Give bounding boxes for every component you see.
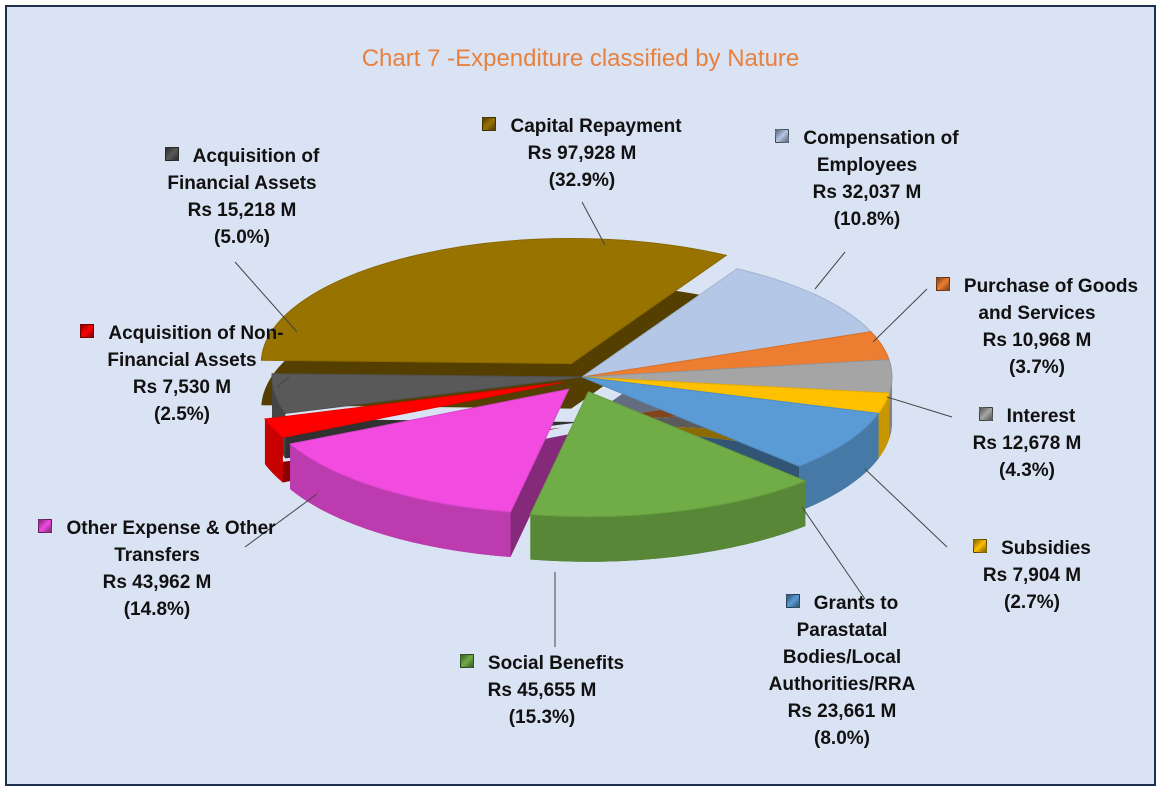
data-label: Acquisition of Financial Assets Rs 15,218…: [127, 143, 357, 251]
percentage-label: (3.7%): [1009, 357, 1065, 378]
slice-side: [264, 418, 283, 483]
percentage-label: (8.0%): [814, 728, 870, 749]
data-label: Social Benefits Rs 45,655 M (15.3%): [422, 650, 662, 731]
legend-marker: [775, 129, 790, 143]
label-name: Subsidies: [947, 535, 1117, 562]
leader-line: [244, 493, 318, 548]
percentage-label: (32.9%): [548, 170, 616, 191]
slice: [288, 388, 570, 513]
percentage-label: (2.5%): [154, 404, 210, 425]
slice: [529, 391, 807, 518]
data-label: Grants to Parastatal Bodies/Local Author…: [747, 590, 937, 752]
pie-area: [234, 201, 953, 647]
percentage-label: (10.8%): [833, 209, 901, 230]
legend-marker: [785, 594, 800, 608]
value-label: Rs 23,661 M: [787, 701, 897, 722]
category-name: Interest: [1006, 406, 1076, 427]
data-label: Acquisition of Non-Financial Assets Rs 7,…: [52, 320, 312, 428]
slice-tops: [260, 238, 893, 518]
legend-marker: [38, 519, 53, 533]
chart-title: Chart 7 -Expenditure classified by Natur…: [361, 45, 800, 72]
chart: Chart 7 -Expenditure classified by Natur…: [5, 5, 1156, 786]
category-name: Compensation of Employees: [803, 128, 959, 176]
category-name: Grants to Parastatal Bodies/Local Author…: [768, 593, 916, 695]
leader-line: [886, 396, 953, 418]
slice: [581, 376, 880, 467]
percentage-label: (4.3%): [999, 460, 1055, 481]
legend-marker: [973, 539, 988, 553]
leader-line: [581, 201, 606, 246]
data-label: Capital Repayment Rs 97,928 M (32.9%): [447, 113, 717, 194]
data-label: Compensation of Employees Rs 32,037 M (10.…: [752, 125, 982, 233]
legend-marker: [978, 407, 993, 421]
category-name: Social Benefits: [487, 653, 625, 674]
category-name: Other Expense & Other Transfers: [66, 518, 276, 566]
leader-line: [801, 506, 866, 600]
label-name: Other Expense & Other Transfers: [22, 515, 292, 569]
label-name: Social Benefits: [422, 650, 662, 677]
percentage-label: (15.3%): [508, 707, 576, 728]
value-label: Rs 7,530 M: [132, 377, 232, 398]
leader-line: [276, 376, 290, 388]
category-name: Capital Repayment: [510, 116, 682, 137]
leader-line: [864, 468, 948, 548]
slice-side: [799, 413, 879, 512]
slice-side: [878, 393, 890, 459]
label-name: Grants to Parastatal Bodies/Local Author…: [747, 590, 937, 698]
leader-line: [872, 288, 928, 343]
category-name: Acquisition of Non-Financial Assets: [107, 323, 284, 371]
slice-side: [530, 480, 806, 562]
legend-marker: [80, 324, 95, 338]
percentage-label: (14.8%): [123, 599, 191, 620]
legend-marker: [459, 654, 474, 668]
slice: [271, 373, 583, 414]
label-name: Purchase of Goods and Services: [922, 273, 1152, 327]
category-name: Purchase of Goods and Services: [963, 276, 1139, 324]
percentage-label: (2.7%): [1004, 592, 1060, 613]
label-name: Acquisition of Financial Assets: [127, 143, 357, 197]
slice: [263, 382, 562, 438]
data-label: Interest Rs 12,678 M (4.3%): [927, 403, 1127, 484]
data-label: Subsidies Rs 7,904 M (2.7%): [947, 535, 1117, 616]
data-label: Other Expense & Other Transfers Rs 43,962…: [22, 515, 292, 623]
value-label: Rs 10,968 M: [982, 330, 1092, 351]
category-name: Subsidies: [1001, 538, 1091, 559]
leader-line: [234, 261, 298, 333]
slice: [581, 268, 872, 378]
legend-marker: [164, 147, 179, 161]
legend-marker: [935, 277, 950, 291]
label-name: Capital Repayment: [447, 113, 717, 140]
value-label: Rs 43,962 M: [102, 572, 212, 593]
value-label: Rs 45,655 M: [487, 680, 597, 701]
legend-marker: [482, 117, 497, 131]
value-label: Rs 12,678 M: [972, 433, 1082, 454]
slice: [260, 238, 728, 365]
label-name: Interest: [927, 403, 1127, 430]
category-name: Acquisition of Financial Assets: [167, 146, 320, 194]
data-label: Purchase of Goods and Services Rs 10,968 …: [922, 273, 1152, 381]
label-name: Acquisition of Non-Financial Assets: [52, 320, 312, 374]
percentage-label: (5.0%): [214, 227, 270, 248]
value-label: Rs 7,904 M: [982, 565, 1082, 586]
value-label: Rs 32,037 M: [812, 182, 922, 203]
leader-line: [814, 251, 846, 290]
label-name: Compensation of Employees: [752, 125, 982, 179]
value-label: Rs 15,218 M: [187, 200, 297, 221]
slice-side: [290, 444, 511, 558]
value-label: Rs 97,928 M: [527, 143, 637, 164]
